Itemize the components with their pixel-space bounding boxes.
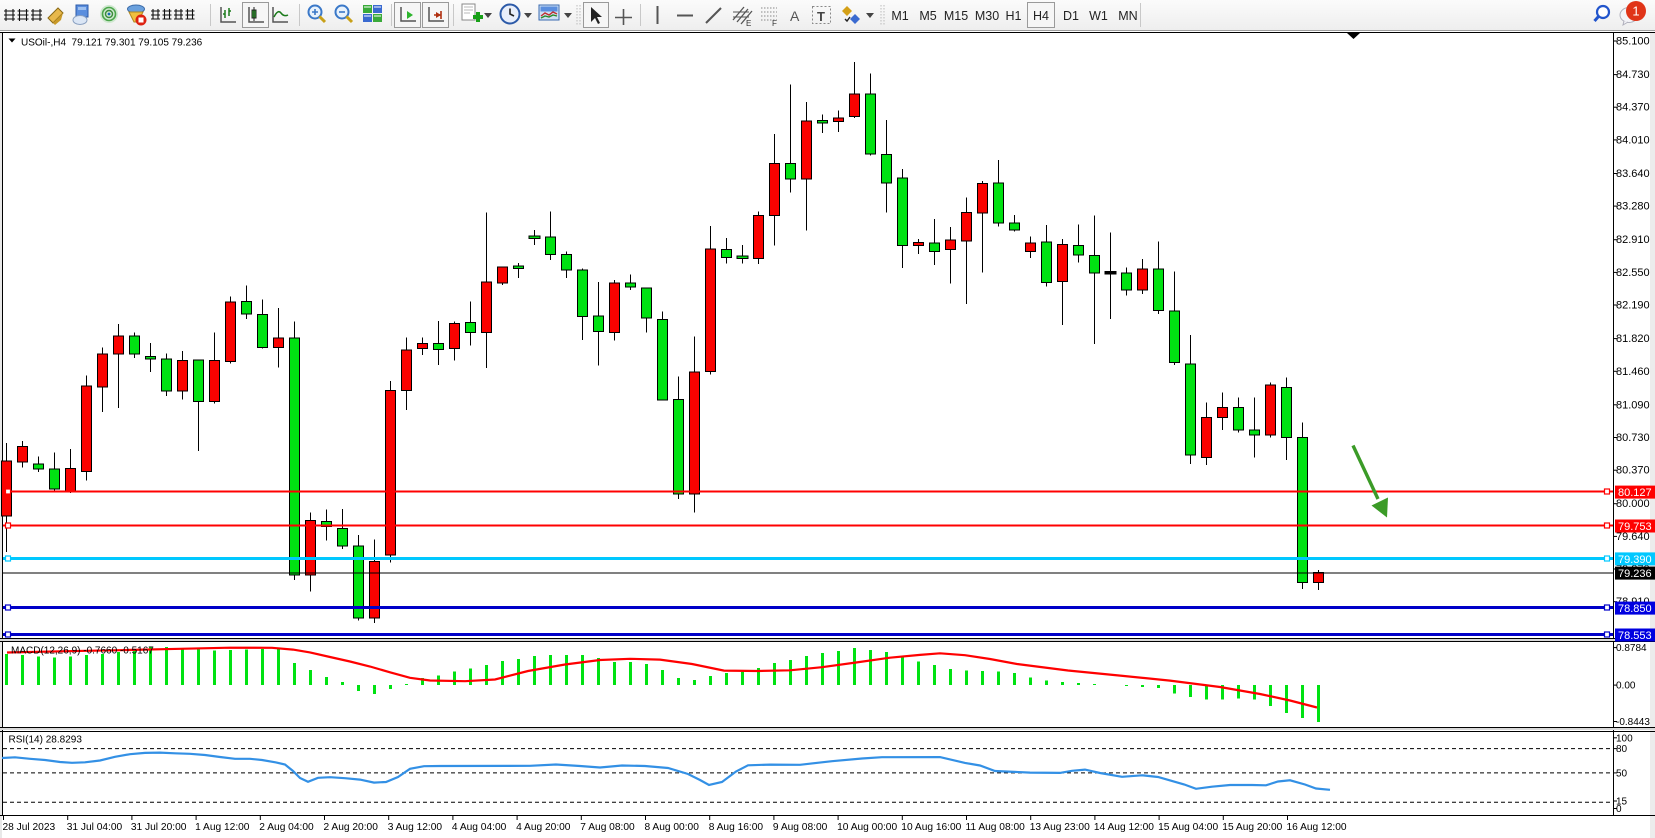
svg-text:1 Aug 12:00: 1 Aug 12:00 (195, 822, 250, 833)
svg-text:9 Aug 08:00: 9 Aug 08:00 (773, 822, 828, 833)
svg-text:4 Aug 04:00: 4 Aug 04:00 (452, 822, 507, 833)
svg-text:82.190: 82.190 (1616, 300, 1650, 312)
svg-text:28 Jul 2023: 28 Jul 2023 (3, 822, 56, 833)
svg-text:80.000: 80.000 (1616, 498, 1650, 510)
svg-text:80.370: 80.370 (1616, 465, 1650, 477)
svg-text:M15: M15 (944, 9, 968, 23)
svg-text:80: 80 (1616, 744, 1628, 755)
svg-text:11 Aug 08:00: 11 Aug 08:00 (966, 822, 1026, 833)
svg-text:2 Aug 20:00: 2 Aug 20:00 (324, 822, 379, 833)
svg-text:8 Aug 16:00: 8 Aug 16:00 (709, 822, 764, 833)
svg-text:81.820: 81.820 (1616, 333, 1650, 345)
svg-text:85.100: 85.100 (1616, 36, 1650, 48)
svg-text:15 Aug 20:00: 15 Aug 20:00 (1222, 822, 1282, 833)
svg-text:78.850: 78.850 (1618, 603, 1652, 615)
svg-text:82.910: 82.910 (1616, 234, 1650, 246)
svg-text:100: 100 (1616, 733, 1633, 744)
svg-text:50: 50 (1616, 768, 1628, 779)
svg-text:10 Aug 00:00: 10 Aug 00:00 (837, 822, 897, 833)
svg-text:79.753: 79.753 (1618, 521, 1652, 533)
svg-text:4 Aug 20:00: 4 Aug 20:00 (516, 822, 571, 833)
svg-text:31 Jul 20:00: 31 Jul 20:00 (131, 822, 187, 833)
svg-text:H4: H4 (1033, 9, 1049, 23)
svg-text:MN: MN (1118, 9, 1137, 23)
svg-text:7 Aug 08:00: 7 Aug 08:00 (580, 822, 635, 833)
svg-text:15 Aug 04:00: 15 Aug 04:00 (1158, 822, 1218, 833)
svg-text:79.390: 79.390 (1618, 554, 1652, 566)
svg-text:T: T (817, 9, 825, 24)
svg-text:M30: M30 (975, 9, 999, 23)
svg-text:-0.8443: -0.8443 (1616, 717, 1650, 728)
svg-text:84.010: 84.010 (1616, 134, 1650, 146)
svg-text:0: 0 (1616, 804, 1622, 815)
svg-text:31 Jul 04:00: 31 Jul 04:00 (67, 822, 123, 833)
svg-text:A: A (790, 8, 800, 24)
svg-text:10 Aug 16:00: 10 Aug 16:00 (901, 822, 961, 833)
svg-text:16 Aug 12:00: 16 Aug 12:00 (1287, 822, 1347, 833)
svg-text:M5: M5 (919, 9, 936, 23)
svg-text:83.640: 83.640 (1616, 168, 1650, 180)
svg-text:W1: W1 (1089, 9, 1108, 23)
svg-text:8 Aug 00:00: 8 Aug 00:00 (645, 822, 700, 833)
svg-text:0.00: 0.00 (1616, 681, 1636, 692)
svg-text:81.090: 81.090 (1616, 399, 1650, 411)
svg-text:79.640: 79.640 (1616, 531, 1650, 543)
svg-text:3 Aug 12:00: 3 Aug 12:00 (388, 822, 443, 833)
svg-text:82.550: 82.550 (1616, 267, 1650, 279)
svg-text:1: 1 (1632, 4, 1639, 19)
svg-text:E: E (746, 19, 751, 28)
svg-text:MACD(12,26,9) -0.7660 -0.5167: MACD(12,26,9) -0.7660 -0.5167 (11, 646, 154, 657)
svg-text:15: 15 (1616, 797, 1628, 808)
svg-text:13 Aug 23:00: 13 Aug 23:00 (1030, 822, 1090, 833)
svg-text:USOil-,H4 79.121 79.301 79.10: USOil-,H4 79.121 79.301 79.105 79.236 (21, 38, 203, 49)
svg-text:83.280: 83.280 (1616, 201, 1650, 213)
svg-text:79.236: 79.236 (1618, 568, 1652, 580)
svg-text:84.370: 84.370 (1616, 102, 1650, 114)
svg-text:H1: H1 (1006, 9, 1022, 23)
svg-text:2 Aug 04:00: 2 Aug 04:00 (259, 822, 314, 833)
svg-text:F: F (772, 19, 777, 28)
svg-text:78.553: 78.553 (1618, 630, 1652, 642)
svg-text:14 Aug 12:00: 14 Aug 12:00 (1094, 822, 1154, 833)
svg-text:M1: M1 (891, 9, 908, 23)
svg-text:RSI(14) 28.8293: RSI(14) 28.8293 (9, 735, 83, 746)
svg-text:D1: D1 (1063, 9, 1079, 23)
svg-text:0.8784: 0.8784 (1616, 643, 1647, 654)
svg-text:81.460: 81.460 (1616, 366, 1650, 378)
svg-text:80.730: 80.730 (1616, 432, 1650, 444)
svg-text:84.730: 84.730 (1616, 69, 1650, 81)
svg-text:80.127: 80.127 (1618, 487, 1652, 499)
